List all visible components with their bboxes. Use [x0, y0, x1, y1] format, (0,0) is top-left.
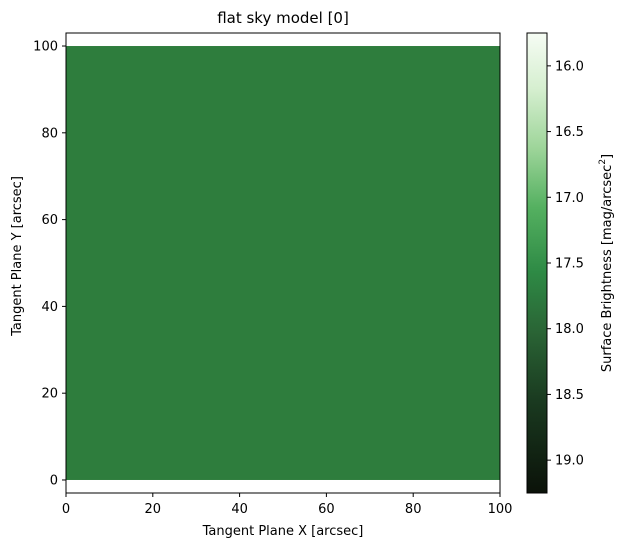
x-tick-label: 60: [318, 502, 335, 517]
colorbar-ticks: 16.0 16.5 17.0 17.5 18.0 18.5 19.0: [547, 59, 584, 469]
x-tick-label: 100: [488, 502, 513, 517]
colorbar-tick-label: 17.0: [555, 191, 584, 206]
x-axis-label: Tangent Plane X [arcsec]: [202, 524, 364, 539]
y-axis-label: Tangent Plane Y [arcsec]: [10, 176, 25, 337]
x-tick-label: 40: [231, 502, 248, 517]
x-tick-label: 20: [145, 502, 162, 517]
colorbar-tick-label: 18.0: [555, 322, 584, 337]
y-tick-label: 40: [41, 300, 58, 315]
x-tick-label: 0: [62, 502, 70, 517]
plot-area: 0 20 40 60 80 100 0 20 40 60 80 100: [33, 32, 513, 517]
y-axis-ticks: 0 20 40 60 80 100: [33, 40, 66, 488]
chart-title: flat sky model [0]: [217, 9, 349, 27]
colorbar: 16.0 16.5 17.0 17.5 18.0 18.5 19.0: [526, 32, 584, 494]
y-tick-label: 0: [50, 473, 58, 488]
colorbar-tick-label: 16.5: [555, 125, 584, 140]
sky-model-image: [66, 46, 500, 480]
plot-frame: [65, 32, 501, 494]
y-tick-label: 80: [41, 126, 58, 141]
y-tick-label: 100: [33, 40, 58, 55]
colorbar-tick-label: 19.0: [555, 454, 584, 469]
colorbar-tick-label: 18.5: [555, 388, 584, 403]
colorbar-tick-label: 17.5: [555, 257, 584, 272]
x-axis-ticks: 0 20 40 60 80 100: [62, 493, 513, 517]
colorbar-label-superscript: 2: [598, 159, 608, 165]
colorbar-label: Surface Brightness [mag/arcsec2]: [598, 154, 615, 372]
colorbar-tick-label: 16.0: [555, 59, 584, 74]
y-tick-label: 20: [41, 387, 58, 402]
x-tick-label: 80: [405, 502, 422, 517]
colorbar-gradient: [527, 33, 547, 493]
y-tick-label: 60: [41, 213, 58, 228]
colorbar-label-suffix: ]: [600, 154, 615, 159]
